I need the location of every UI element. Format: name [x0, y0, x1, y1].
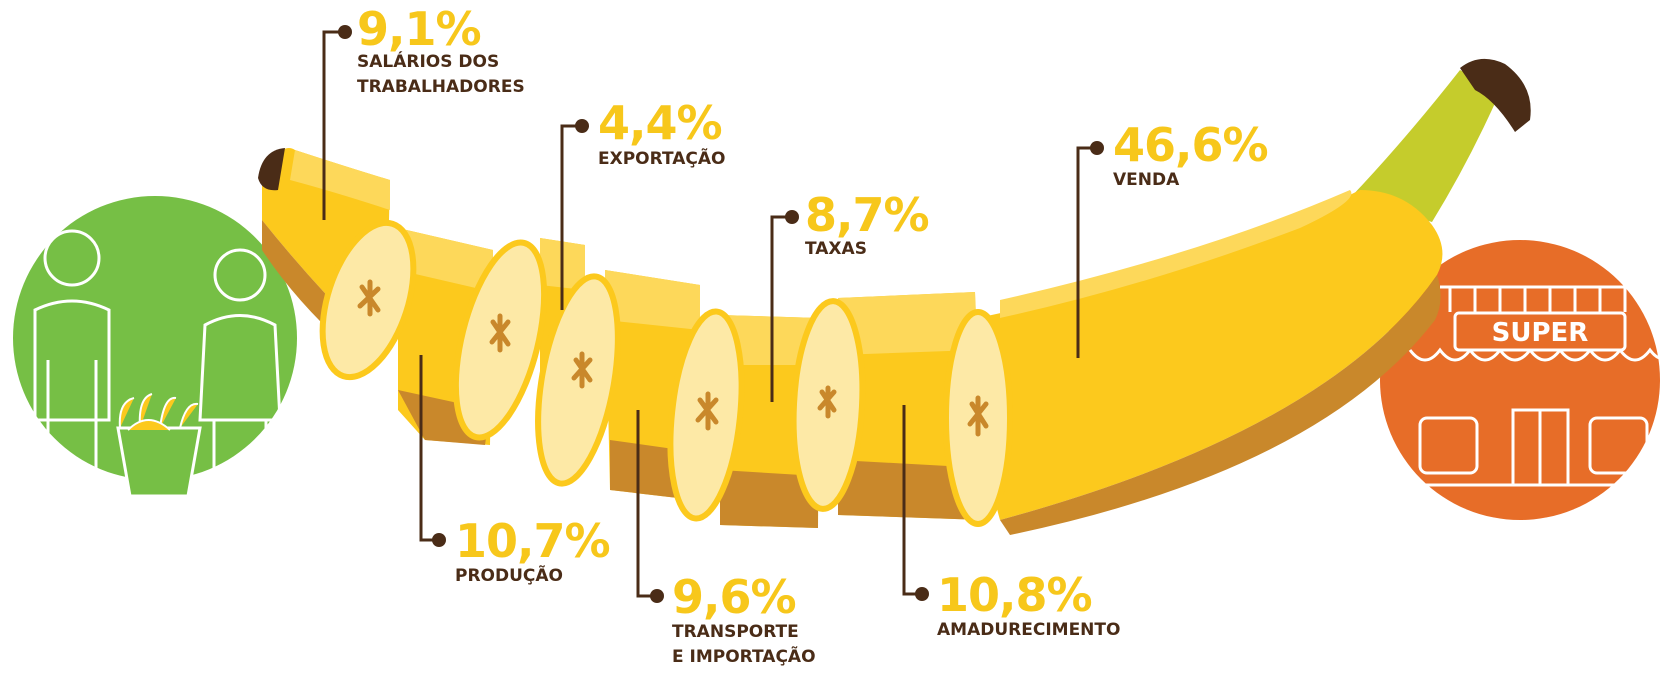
percent-salarios: 9,1% — [357, 2, 482, 56]
leader-line-producao — [419, 355, 437, 542]
workers-icon — [13, 196, 297, 498]
label-salarios-line1: SALÁRIOS DOS — [357, 52, 500, 72]
leader-line-transporte — [636, 410, 655, 598]
percent-producao: 10,7% — [455, 514, 611, 568]
label-salarios-line2: TRABALHADORES — [357, 77, 525, 97]
label-exportacao: EXPORTAÇÃO — [598, 149, 726, 169]
leader-lines — [322, 30, 1095, 598]
banana-slice-faces — [319, 219, 1013, 527]
supermarket-icon: SUPER — [1380, 240, 1674, 520]
label-taxas: TAXAS — [805, 239, 867, 259]
percent-transporte: 9,6% — [672, 570, 797, 624]
label-amadurecimento: AMADURECIMENTO — [937, 620, 1121, 640]
label-transporte-line1: TRANSPORTE — [672, 622, 799, 642]
leader-line-amadurecimento — [902, 405, 920, 596]
label-transporte-line2: E IMPORTAÇÃO — [672, 647, 816, 667]
leader-line-exportacao — [560, 124, 580, 310]
label-venda: VENDA — [1113, 170, 1180, 190]
percent-amadurecimento: 10,8% — [937, 568, 1093, 622]
store-sign-text: SUPER — [1492, 318, 1589, 348]
percent-taxas: 8,7% — [805, 188, 930, 242]
percent-exportacao: 4,4% — [598, 96, 723, 150]
percent-venda: 46,6% — [1113, 118, 1269, 172]
leader-line-venda — [1076, 146, 1095, 358]
leader-line-taxas — [770, 215, 790, 402]
leader-dots — [338, 25, 1104, 603]
banana-body — [258, 58, 1531, 535]
label-producao: PRODUÇÃO — [455, 566, 564, 586]
